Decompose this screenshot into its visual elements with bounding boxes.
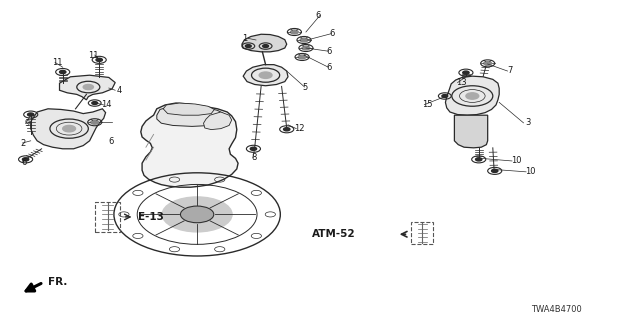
Text: 12: 12 xyxy=(294,124,305,133)
Polygon shape xyxy=(31,109,106,149)
Circle shape xyxy=(91,120,99,124)
Text: 6: 6 xyxy=(109,137,114,146)
Text: 15: 15 xyxy=(422,100,433,109)
Text: 4: 4 xyxy=(116,86,122,95)
Circle shape xyxy=(259,72,272,78)
Text: 6: 6 xyxy=(326,63,332,72)
Text: 6: 6 xyxy=(21,158,26,167)
Text: 5: 5 xyxy=(303,83,308,92)
Text: 11: 11 xyxy=(88,51,98,60)
Polygon shape xyxy=(243,65,288,86)
Circle shape xyxy=(22,158,29,161)
Polygon shape xyxy=(242,34,287,52)
Text: TWA4B4700: TWA4B4700 xyxy=(531,305,582,314)
Circle shape xyxy=(476,158,482,161)
Circle shape xyxy=(291,30,298,34)
Circle shape xyxy=(162,197,232,232)
Polygon shape xyxy=(204,112,232,130)
Circle shape xyxy=(83,84,93,90)
Text: 6: 6 xyxy=(326,47,332,56)
Polygon shape xyxy=(163,103,214,115)
Circle shape xyxy=(180,206,214,223)
Text: 7: 7 xyxy=(508,66,513,75)
Circle shape xyxy=(250,147,257,150)
Text: FR.: FR. xyxy=(48,276,67,287)
Circle shape xyxy=(442,95,448,98)
Polygon shape xyxy=(157,105,227,126)
Circle shape xyxy=(96,58,102,61)
Circle shape xyxy=(92,102,97,104)
Polygon shape xyxy=(445,76,499,115)
Circle shape xyxy=(246,45,252,48)
Text: 11: 11 xyxy=(52,58,63,67)
Text: E-13: E-13 xyxy=(138,212,163,222)
Circle shape xyxy=(466,93,479,99)
Text: 9: 9 xyxy=(24,119,29,128)
Circle shape xyxy=(492,169,498,172)
Text: 10: 10 xyxy=(511,156,521,165)
Circle shape xyxy=(28,113,34,116)
Circle shape xyxy=(302,46,310,50)
Text: ATM-52: ATM-52 xyxy=(312,229,355,239)
Text: 14: 14 xyxy=(101,100,111,109)
Text: 6: 6 xyxy=(316,11,321,20)
Polygon shape xyxy=(60,75,115,100)
Circle shape xyxy=(60,70,66,74)
Text: 8: 8 xyxy=(251,153,256,162)
Text: 10: 10 xyxy=(525,167,535,176)
Circle shape xyxy=(463,71,469,74)
Text: 1: 1 xyxy=(242,34,247,43)
Circle shape xyxy=(300,38,308,42)
Text: 13: 13 xyxy=(456,78,467,87)
Bar xyxy=(95,202,120,232)
Circle shape xyxy=(298,55,306,59)
Text: 2: 2 xyxy=(20,139,26,148)
Text: 3: 3 xyxy=(525,118,530,127)
Circle shape xyxy=(262,45,269,48)
Polygon shape xyxy=(141,103,238,187)
Polygon shape xyxy=(454,115,488,148)
Circle shape xyxy=(484,61,492,65)
Circle shape xyxy=(284,128,290,131)
Bar xyxy=(411,222,433,244)
Text: 6: 6 xyxy=(330,29,335,38)
Circle shape xyxy=(63,125,76,132)
